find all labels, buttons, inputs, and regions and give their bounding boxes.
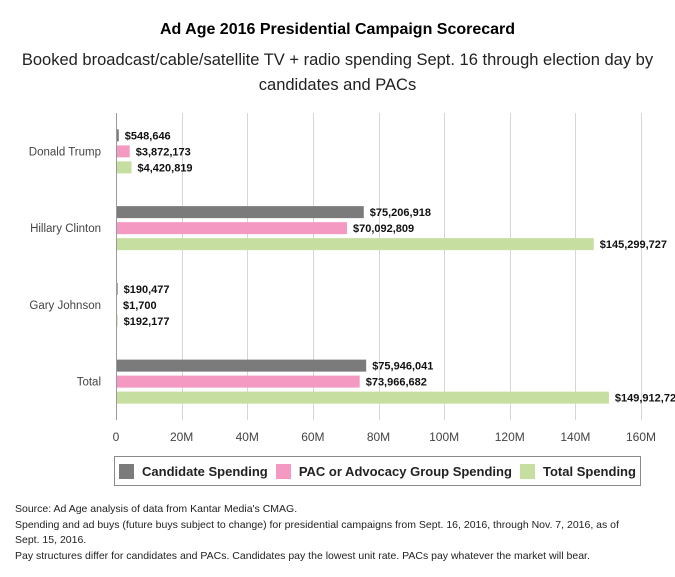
chart-subtitle: Booked broadcast/cable/satellite TV + ra… (20, 48, 655, 98)
subtitle-line-1: Booked broadcast/cable/satellite TV + ra… (21, 51, 654, 69)
bar-s1-c1 (117, 222, 347, 235)
legend-label-pac: PAC or Advocacy Group Spending (298, 463, 512, 479)
chart-title: Ad Age 2016 Presidential Campaign Scorec… (159, 21, 516, 38)
data-label-s2-c3: $149,912,723 (615, 393, 675, 405)
data-label-s1-c3: $73,966,682 (366, 377, 427, 389)
data-label-s0-c3: $75,946,041 (372, 361, 433, 373)
source-line-3: Sept. 15, 2016. (15, 534, 87, 546)
x-tick-label-6: 120M (495, 430, 525, 444)
source-note: Source: Ad Age analysis of data from Kan… (15, 502, 665, 564)
bar-s0-c0 (117, 129, 119, 142)
x-tick-label-4: 80M (367, 430, 390, 444)
bar-s0-c1 (117, 206, 364, 219)
category-label-0: Donald Trump (29, 146, 101, 158)
category-label-2: Gary Johnson (29, 300, 101, 312)
x-tick-label-3: 60M (301, 430, 324, 444)
category-label-3: Total (77, 377, 101, 389)
bar-s1-c3 (117, 375, 360, 388)
bar-s2-c0 (117, 161, 132, 174)
legend-swatch-candidate (119, 463, 135, 479)
bar-chart: 0 20M 40M 60M 80M 100M 120M 140M 160M Donald Trum… (29, 113, 675, 444)
data-label-s0-c0: $548,646 (125, 130, 171, 142)
data-label-s2-c0: $4,420,819 (138, 162, 193, 174)
legend-item-pac[interactable]: PAC or Advocacy Group Spending (275, 463, 512, 479)
bar-s2-c1 (117, 238, 594, 251)
source-line-4: Pay structures differ for candidates and… (15, 549, 590, 562)
legend-swatch-total (520, 463, 536, 479)
data-label-s2-c2: $192,177 (124, 316, 170, 328)
x-tick-label-5: 100M (429, 430, 459, 444)
legend-swatch-pac (275, 463, 291, 479)
bar-s0-c3 (117, 359, 367, 372)
legend-label-candidate: Candidate Spending (142, 463, 268, 479)
x-tick-label-8: 160M (626, 430, 656, 444)
bar-s2-c3 (117, 391, 609, 404)
legend-item-candidate[interactable]: Candidate Spending (119, 463, 268, 479)
legend: Candidate Spending PAC or Advocacy Group… (114, 456, 641, 486)
x-tick-label-2: 40M (236, 430, 259, 444)
data-label-s0-c2: $190,477 (124, 284, 170, 296)
x-tick-label-7: 140M (560, 430, 590, 444)
x-tick-label-0: 0 (113, 430, 120, 444)
subtitle-line-2: candidates and PACs (258, 76, 417, 94)
legend-item-total[interactable]: Total Spending (520, 463, 636, 479)
legend-label-total: Total Spending (543, 463, 636, 479)
data-label-s1-c1: $70,092,809 (353, 223, 414, 235)
bar-s1-c0 (117, 145, 130, 158)
data-label-s1-c0: $3,872,173 (136, 146, 191, 158)
bar-s2-c2 (117, 314, 118, 327)
category-label-1: Hillary Clinton (30, 223, 101, 235)
source-line-2: Spending and ad buys (future buys subjec… (15, 518, 619, 531)
data-label-s1-c2: $1,700 (123, 300, 157, 312)
data-label-s2-c1: $145,299,727 (600, 239, 667, 251)
x-tick-label-1: 20M (170, 430, 193, 444)
bar-s0-c2 (117, 282, 118, 295)
data-label-s0-c1: $75,206,918 (370, 207, 431, 219)
source-line-1: Source: Ad Age analysis of data from Kan… (15, 503, 298, 515)
